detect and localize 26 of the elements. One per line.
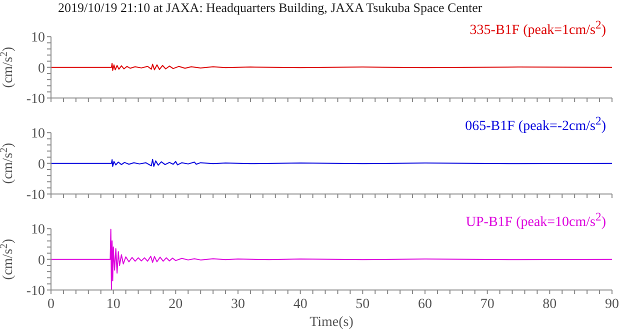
y-tick-label: -10 [26,284,45,299]
x-tick-label: 40 [293,297,308,312]
y-tick-label: 10 [31,126,45,142]
x-axis-title: Time(s) [310,315,354,330]
x-tick-label: 10 [106,297,120,312]
y-tick-label: 0 [38,61,45,76]
x-tick-label: 90 [605,297,619,312]
line-series [51,62,612,71]
x-tick-label: 30 [231,297,245,312]
y-tick-label: 10 [31,30,45,46]
x-tick-label: 70 [480,297,494,312]
text: UP-B1F (peak=10cm/s$^{2}$) [466,210,606,230]
x-tick-label: 0 [48,297,54,312]
chart-title: 2019/10/19 21:10 at JAXA: Headquarters Building, JAXA Tsukuba Space Center [58,0,482,15]
y-tick-label: 10 [31,222,45,238]
y-tick-label: -10 [26,188,45,203]
text: 065-B1F (peak=-2cm/s$^{2}$) [465,114,606,134]
text: 335-B1F (peak=1cm/s$^{2}$) [470,18,606,38]
y-tick-label: -10 [26,92,45,107]
line-series [51,158,612,167]
x-tick-label: 20 [168,297,183,312]
x-tick-label: 80 [542,297,557,312]
x-tick-label: 50 [356,297,370,312]
y-tick-label: 0 [38,253,45,268]
x-tick-label: 60 [418,297,432,312]
y-tick-label: 0 [38,157,45,172]
